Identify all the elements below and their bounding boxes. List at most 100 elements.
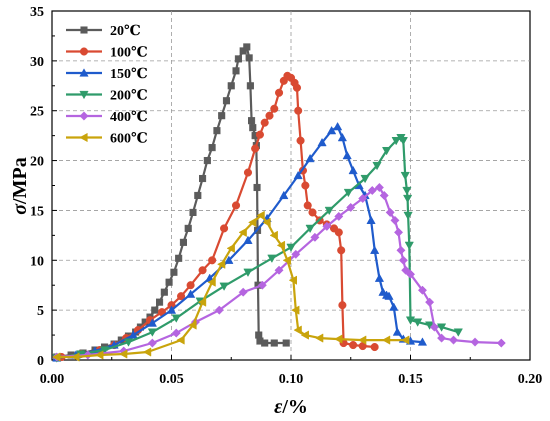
series-1 bbox=[57, 71, 379, 362]
data-point bbox=[95, 350, 104, 360]
data-point bbox=[384, 291, 394, 300]
data-point bbox=[71, 352, 80, 362]
data-point bbox=[293, 325, 302, 335]
data-point bbox=[255, 130, 264, 139]
legend-entry: 100℃ bbox=[66, 46, 148, 61]
data-point bbox=[400, 171, 410, 181]
data-point bbox=[231, 201, 241, 210]
data-point bbox=[385, 207, 395, 217]
data-point bbox=[390, 215, 400, 225]
data-point bbox=[151, 306, 159, 314]
series-line bbox=[56, 125, 423, 360]
y-axis-title: σ/MPa bbox=[9, 157, 31, 214]
data-point bbox=[216, 259, 226, 269]
data-point bbox=[243, 43, 251, 51]
data-point bbox=[253, 183, 261, 192]
y-axis-unit: /MPa bbox=[9, 157, 31, 205]
data-point bbox=[374, 273, 385, 282]
data-point bbox=[261, 339, 269, 347]
data-point bbox=[246, 82, 254, 90]
data-point bbox=[147, 318, 158, 327]
data-point bbox=[314, 333, 324, 343]
data-point bbox=[337, 246, 346, 255]
data-point bbox=[184, 224, 192, 232]
y-tick-label: 30 bbox=[30, 55, 44, 70]
legend-entry: 400℃ bbox=[66, 110, 148, 125]
series-line bbox=[56, 214, 406, 359]
data-point bbox=[243, 268, 253, 277]
data-point bbox=[171, 314, 181, 323]
data-point bbox=[224, 255, 234, 264]
data-point bbox=[218, 112, 226, 120]
data-point bbox=[293, 170, 303, 180]
data-point bbox=[337, 132, 348, 142]
data-point bbox=[232, 67, 240, 75]
series-layer bbox=[52, 43, 506, 363]
data-point bbox=[393, 227, 404, 237]
data-point bbox=[171, 328, 181, 338]
data-point bbox=[194, 191, 202, 200]
data-point bbox=[243, 235, 253, 244]
data-point bbox=[403, 211, 413, 221]
data-point bbox=[189, 208, 197, 216]
data-point bbox=[248, 117, 256, 125]
data-point bbox=[389, 302, 399, 311]
legend-entry: 150℃ bbox=[66, 67, 148, 82]
data-point bbox=[401, 265, 411, 275]
data-point bbox=[334, 334, 343, 344]
data-point bbox=[405, 269, 416, 279]
data-point bbox=[370, 245, 380, 254]
data-point bbox=[291, 305, 300, 315]
data-point bbox=[372, 161, 382, 171]
data-point bbox=[260, 118, 269, 127]
data-point bbox=[262, 217, 271, 228]
data-point bbox=[417, 285, 428, 295]
x-tick-label: 0.15 bbox=[398, 372, 423, 387]
data-point bbox=[118, 349, 128, 359]
data-point bbox=[338, 301, 347, 310]
data-point bbox=[413, 318, 423, 327]
data-point bbox=[248, 217, 257, 228]
data-point bbox=[324, 206, 334, 216]
legend-marker bbox=[79, 90, 89, 100]
data-point bbox=[317, 137, 327, 147]
legend-entry: 200℃ bbox=[66, 89, 148, 104]
legend-label: 100℃ bbox=[110, 46, 148, 61]
y-tick-label: 10 bbox=[30, 254, 44, 269]
data-point bbox=[470, 337, 480, 347]
legend-marker bbox=[79, 111, 89, 121]
legend-entry: 20℃ bbox=[66, 24, 141, 39]
data-point bbox=[437, 333, 447, 343]
data-point bbox=[404, 241, 414, 251]
legend-label: 20℃ bbox=[110, 24, 141, 39]
data-point bbox=[199, 174, 207, 183]
x-axis-title: ε/% bbox=[274, 396, 308, 418]
data-point bbox=[291, 249, 301, 259]
data-point bbox=[160, 288, 168, 296]
data-point bbox=[274, 265, 284, 275]
data-point bbox=[238, 287, 248, 297]
series-2 bbox=[52, 121, 428, 362]
series-4 bbox=[52, 182, 506, 362]
data-point bbox=[251, 144, 260, 153]
legend-marker bbox=[79, 132, 88, 143]
data-point bbox=[275, 88, 284, 97]
data-point bbox=[239, 47, 247, 55]
data-point bbox=[238, 227, 247, 237]
data-point bbox=[322, 221, 332, 231]
data-point bbox=[392, 327, 402, 336]
data-point bbox=[349, 340, 358, 350]
data-point bbox=[166, 305, 177, 314]
data-point bbox=[334, 228, 343, 237]
legend-marker bbox=[80, 26, 88, 34]
data-point bbox=[142, 347, 152, 357]
data-point bbox=[176, 335, 185, 345]
legend-label: 200℃ bbox=[110, 89, 148, 104]
data-point bbox=[308, 208, 317, 217]
data-point bbox=[175, 254, 183, 262]
legend-marker bbox=[79, 68, 89, 77]
data-point bbox=[186, 281, 195, 290]
data-point bbox=[367, 185, 377, 196]
axis-ticks: 0.00 0.05 0.10 0.15 0.20 0 5 10 15 20 25 30 35 bbox=[30, 5, 542, 387]
